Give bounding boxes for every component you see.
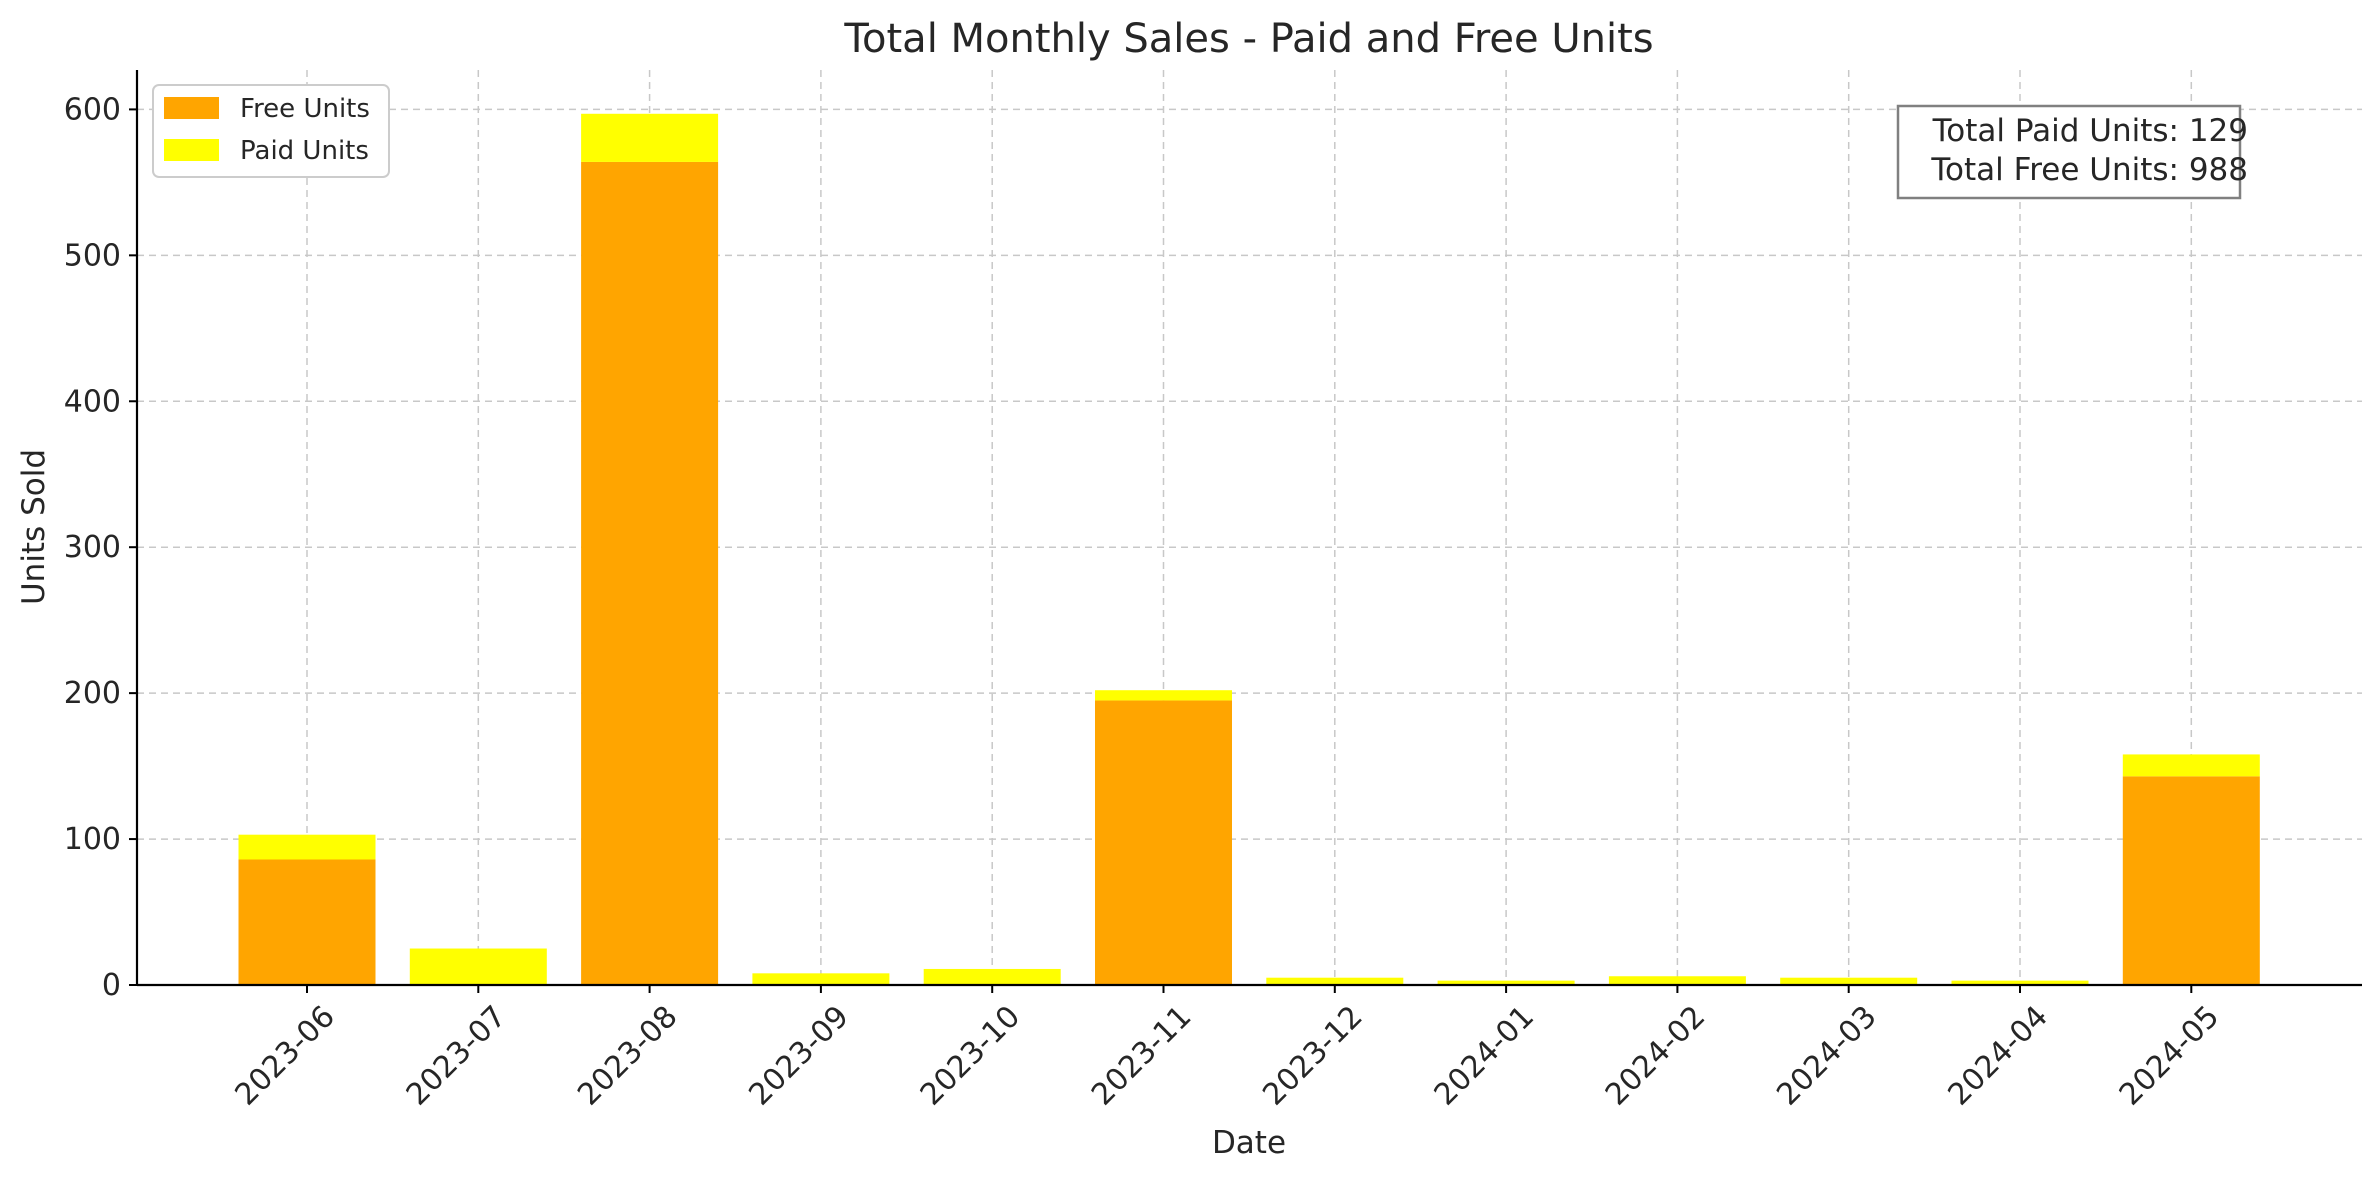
bars: [238, 113, 2260, 985]
bar-paid-units: [409, 948, 547, 985]
x-tick-label: 2023-09: [742, 999, 855, 1112]
bar-paid-units: [1266, 977, 1404, 985]
y-tick-label: 400: [64, 384, 121, 419]
axes: [135, 70, 2362, 987]
total-free-units-text: Total Free Units: 988: [1930, 152, 2248, 188]
bar-paid-units: [1780, 977, 1918, 985]
y-tick-label: 500: [64, 238, 121, 273]
legend-swatch-paid-units: [164, 139, 219, 161]
bar-free-units: [2122, 776, 2260, 985]
bar-paid-units: [581, 113, 719, 162]
x-tick-label: 2024-02: [1599, 999, 1712, 1112]
bar-paid-units: [1951, 980, 2089, 985]
x-axis-label: Date: [1212, 1125, 1286, 1161]
bar-free-units: [581, 161, 719, 985]
x-tick-label: 2023-12: [1256, 999, 1369, 1112]
x-ticks: 2023-06 2023-07 2023-08 2023-09 2023-10 2023-…: [229, 985, 2226, 1113]
bar-paid-units: [1608, 976, 1746, 985]
totals-annotation-box: Total Paid Units: 129 Total Free Units: …: [1896, 104, 2248, 200]
bar-paid-units: [752, 973, 890, 985]
x-tick-label: 2023-06: [229, 999, 342, 1112]
chart-title: Total Monthly Sales - Paid and Free Unit…: [843, 16, 1653, 62]
total-paid-units-text: Total Paid Units: 129: [1932, 113, 2248, 149]
totals-annotation-frame: [1896, 104, 2242, 200]
x-tick-label: 2023-08: [571, 999, 684, 1112]
legend-label-free-units: Free Units: [240, 94, 370, 124]
y-axis-label: Units Sold: [16, 449, 52, 605]
bar-free-units: [1095, 700, 1232, 985]
y-tick-label: 200: [64, 676, 121, 711]
grid-lines: [137, 70, 2362, 986]
x-tick-label: 2024-04: [1942, 999, 2055, 1112]
bar-paid-units: [2122, 754, 2260, 777]
x-tick-label: 2023-11: [1085, 999, 1198, 1112]
y-tick-label: 0: [102, 968, 121, 1003]
bar-paid-units: [923, 968, 1061, 985]
x-tick-label: 2024-01: [1428, 999, 1541, 1112]
x-tick-label: 2024-05: [2113, 999, 2226, 1112]
y-tick-label: 100: [64, 822, 121, 857]
x-tick-label: 2023-10: [914, 999, 1027, 1112]
y-tick-label: 600: [64, 92, 121, 127]
bar-paid-units: [238, 834, 376, 860]
y-tick-label: 300: [64, 530, 121, 565]
bar-paid-units: [1437, 980, 1575, 985]
bar-free-units: [238, 859, 376, 985]
legend-swatch-free-units: [164, 97, 219, 119]
x-tick-label: 2023-07: [400, 999, 513, 1112]
bar-paid-units: [1095, 690, 1232, 701]
legend-label-paid-units: Paid Units: [240, 136, 369, 166]
x-tick-label: 2024-03: [1770, 999, 1883, 1112]
legend: Free Units Paid Units: [152, 84, 390, 178]
y-ticks: 0 100 200 300 400 500 600: [64, 92, 137, 1003]
